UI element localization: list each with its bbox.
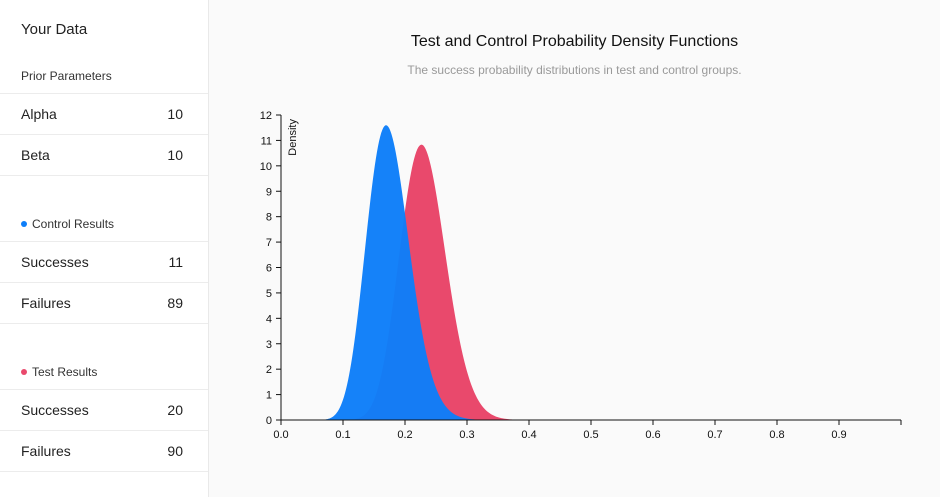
x-tick-label: 0.3 — [459, 429, 474, 441]
test-failures-row[interactable]: Failures 90 — [0, 430, 208, 470]
control-successes-label: Successes — [21, 254, 89, 270]
control-density-area — [281, 125, 901, 420]
x-tick-label: 0.2 — [397, 429, 412, 441]
y-tick-label: 7 — [266, 237, 272, 249]
alpha-row[interactable]: Alpha 10 — [0, 93, 208, 133]
x-tick-label: 0.9 — [831, 429, 846, 441]
chart-subtitle: The success probability distributions in… — [407, 63, 742, 77]
y-tick-label: 1 — [266, 390, 272, 402]
y-tick-label: 11 — [261, 135, 272, 147]
x-tick-label: 0.1 — [335, 429, 350, 441]
sidebar-title: Your Data — [21, 21, 88, 38]
test-results-label: Test Results — [32, 365, 98, 379]
y-tick-label: 0 — [266, 415, 272, 427]
test-failures-label: Failures — [21, 443, 71, 459]
test-results-heading: Test Results — [21, 365, 97, 379]
prior-parameters-label: Prior Parameters — [21, 69, 112, 83]
beta-row[interactable]: Beta 10 — [0, 134, 208, 174]
control-successes-row[interactable]: Successes 11 — [0, 241, 208, 281]
test-color-dot — [21, 368, 27, 375]
y-tick-label: 8 — [266, 212, 272, 224]
control-results-heading: Control Results — [21, 217, 114, 231]
y-tick-label: 4 — [266, 313, 272, 325]
x-tick-label: 0.8 — [769, 429, 784, 441]
x-tick-label: 0.5 — [583, 429, 598, 441]
density-chart: 0.0 0.1 0.2 0.3 0.4 0.5 0.6 0.7 0.8 0.90123456789… — [260, 110, 902, 441]
chart-title: Test and Control Probability Density Fun… — [410, 33, 739, 50]
test-successes-row[interactable]: Successes 20 — [0, 389, 208, 429]
y-tick-label: 3 — [266, 339, 272, 351]
control-successes-value[interactable]: 11 — [168, 254, 183, 270]
y-tick-label: 2 — [266, 364, 272, 376]
y-tick-label: 9 — [266, 186, 272, 198]
divider — [0, 471, 208, 472]
x-tick-label: 0.6 — [645, 429, 660, 441]
chart-panel: Test and Control Probability Density Fun… — [209, 0, 940, 497]
sidebar: Your Data Prior Parameters Alpha 10 Beta… — [0, 0, 209, 497]
y-tick-label: 6 — [266, 263, 272, 275]
control-failures-value[interactable]: 89 — [167, 295, 183, 311]
test-successes-label: Successes — [21, 402, 89, 418]
x-tick-label: 0.7 — [707, 429, 722, 441]
test-density-area — [281, 144, 901, 420]
beta-label: Beta — [21, 147, 50, 163]
control-results-label: Control Results — [32, 217, 115, 231]
y-tick-label: 5 — [266, 288, 272, 300]
beta-value[interactable]: 10 — [167, 147, 183, 163]
control-failures-row[interactable]: Failures 89 — [0, 282, 208, 322]
control-failures-label: Failures — [21, 295, 71, 311]
control-color-dot — [21, 220, 27, 227]
y-tick-label: 12 — [260, 110, 272, 122]
alpha-value[interactable]: 10 — [167, 106, 183, 122]
test-successes-value[interactable]: 20 — [167, 402, 183, 418]
alpha-label: Alpha — [21, 106, 57, 122]
divider — [0, 175, 208, 176]
test-failures-value[interactable]: 90 — [167, 443, 183, 459]
prior-parameters-heading: Prior Parameters — [21, 69, 112, 83]
x-tick-label: 0.4 — [521, 429, 536, 441]
y-axis-label: Density — [287, 119, 299, 156]
y-tick-label: 10 — [260, 161, 272, 173]
divider — [0, 323, 208, 324]
x-tick-label: 0.0 — [273, 429, 288, 441]
